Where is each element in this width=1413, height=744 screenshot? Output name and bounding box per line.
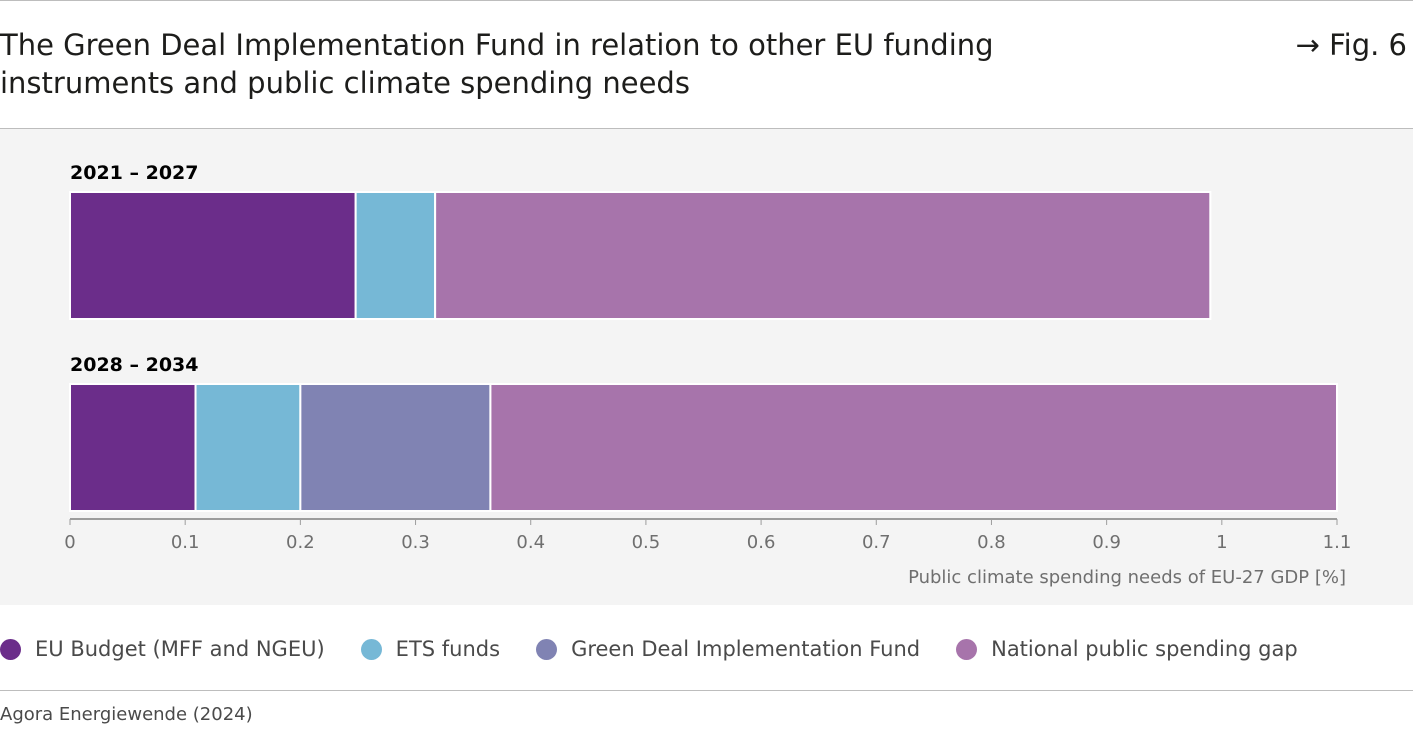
legend-label-green-deal-implementation-fund: Green Deal Implementation Fund	[571, 637, 921, 661]
x-tick-label-0-5: 0.5	[632, 532, 661, 553]
category-label-2021-2027: 2021 – 2027	[70, 162, 199, 184]
title-rule	[0, 128, 1413, 129]
chart-title-line-1: The Green Deal Implementation Fund in re…	[0, 28, 994, 62]
stacked-bar-chart: 2021 – 2027 2028 – 2034 0 0.1 0.2 0.3 0.4 0.5 0.…	[64, 162, 1352, 588]
bar-2021-2027-ets-funds	[354, 191, 437, 320]
legend-label-eu-budget-mff-and-ngeu: EU Budget (MFF and NGEU)	[35, 637, 325, 661]
bar-2028-2034-eu-budget-mff-and-ngeu	[69, 383, 197, 512]
legend-swatch-national-public-spending-gap	[956, 638, 978, 660]
category-label-2028-2034: 2028 – 2034	[70, 354, 199, 376]
x-tick-label-0-4: 0.4	[516, 532, 545, 553]
x-tick-label-1-1: 1.1	[1323, 532, 1352, 553]
chart-title-line-2: instruments and public climate spending …	[0, 66, 690, 100]
legend-item-eu-budget-mff-and-ngeu: EU Budget (MFF and NGEU)	[0, 637, 325, 661]
x-tick-label-0-1: 0.1	[171, 532, 200, 553]
bar-2021-2027-eu-budget-mff-and-ngeu	[69, 191, 357, 320]
x-tick-label-0-3: 0.3	[401, 532, 430, 553]
figure-label: → Fig. 6	[1295, 28, 1407, 62]
legend-item-ets-funds: ETS funds	[360, 637, 501, 661]
bar-2028-2034-ets-funds	[194, 383, 302, 512]
x-tick-label-0-9: 0.9	[1092, 532, 1121, 553]
chart-title: The Green Deal Implementation Fund in re…	[0, 26, 1100, 102]
legend-swatch-eu-budget-mff-and-ngeu	[0, 638, 21, 660]
legend-item-green-deal-implementation-fund: Green Deal Implementation Fund	[536, 637, 920, 661]
x-tick-label-0: 0	[64, 532, 75, 553]
x-tick-label-0-6: 0.6	[747, 532, 776, 553]
legend-swatch-green-deal-implementation-fund	[536, 638, 558, 660]
bar-2021-2027-national-public-spending-gap	[434, 191, 1212, 320]
bar-2028-2034-green-deal-implementation-fund	[299, 383, 492, 512]
footer-rule	[0, 690, 1413, 691]
source-note: Agora Energiewende (2024)	[0, 704, 253, 725]
x-tick-label-1: 1	[1216, 532, 1227, 553]
legend-label-ets-funds: ETS funds	[395, 637, 501, 661]
legend-label-national-public-spending-gap: National public spending gap	[991, 637, 1298, 661]
x-tick-label-0-7: 0.7	[862, 532, 891, 553]
x-tick-label-0-2: 0.2	[286, 532, 315, 553]
bar-2028-2034-national-public-spending-gap	[489, 383, 1338, 512]
chart-legend: EU Budget (MFF and NGEU) ETS funds Green D…	[0, 633, 1334, 665]
top-rule	[0, 0, 1413, 1]
legend-swatch-ets-funds	[360, 638, 382, 660]
x-tick-label-0-8: 0.8	[977, 532, 1006, 553]
legend-item-national-public-spending-gap: National public spending gap	[956, 637, 1298, 661]
x-axis-label: Public climate spending needs of EU-27 G…	[908, 567, 1346, 588]
